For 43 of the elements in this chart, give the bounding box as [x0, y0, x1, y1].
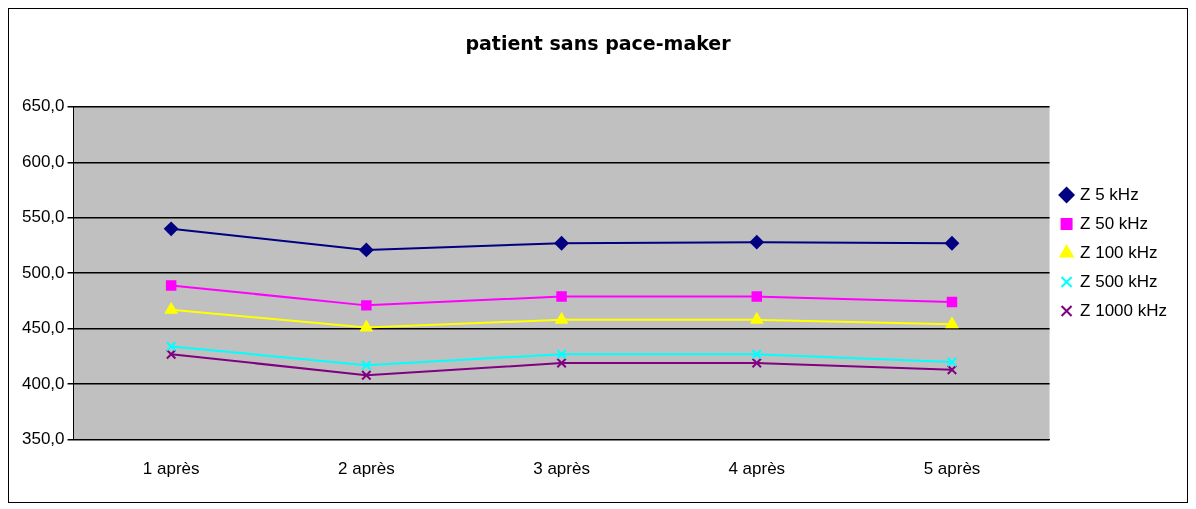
legend-label: Z 50 kHz [1080, 213, 1149, 233]
point [751, 348, 763, 360]
point [556, 348, 567, 360]
y-tick-label: 450,0 [21, 318, 65, 338]
point [359, 242, 374, 257]
x-tick-label: 4 après [728, 459, 786, 479]
point [165, 348, 177, 360]
y-tick-label: 600,0 [21, 151, 65, 171]
y-tick-label: 550,0 [21, 207, 65, 227]
x-tick-label: 5 après [923, 459, 981, 479]
point [361, 360, 372, 371]
legend-label: Z 500 kHz [1080, 271, 1158, 291]
point [555, 312, 568, 324]
y-tick-label: 350,0 [21, 429, 65, 449]
point [556, 357, 567, 369]
point [945, 317, 959, 329]
point [361, 300, 372, 311]
point [165, 280, 177, 291]
point [164, 221, 179, 236]
point [946, 356, 958, 368]
point [750, 312, 763, 324]
y-tick-label: 500,0 [21, 262, 65, 282]
point [944, 236, 959, 251]
point [165, 341, 177, 352]
point [751, 291, 763, 302]
point [164, 302, 178, 314]
y-tick-label: 650,0 [21, 96, 65, 116]
point [361, 370, 372, 381]
point [946, 296, 958, 308]
chart-title: patient sans pace-maker [465, 32, 732, 55]
point [751, 357, 763, 369]
point [946, 364, 958, 375]
legend-label: Z 5 kHz [1080, 184, 1139, 204]
point [554, 236, 569, 251]
legend-label: Z 100 kHz [1080, 242, 1158, 262]
y-tick-label: 400,0 [21, 373, 65, 393]
x-tick-label: 3 après [533, 459, 590, 479]
point [360, 320, 373, 332]
point [556, 291, 567, 302]
legend-label: Z 1000 kHz [1080, 300, 1168, 320]
point [749, 235, 764, 250]
x-tick-label: 1 après [142, 459, 200, 479]
x-tick-label: 2 après [338, 459, 395, 479]
